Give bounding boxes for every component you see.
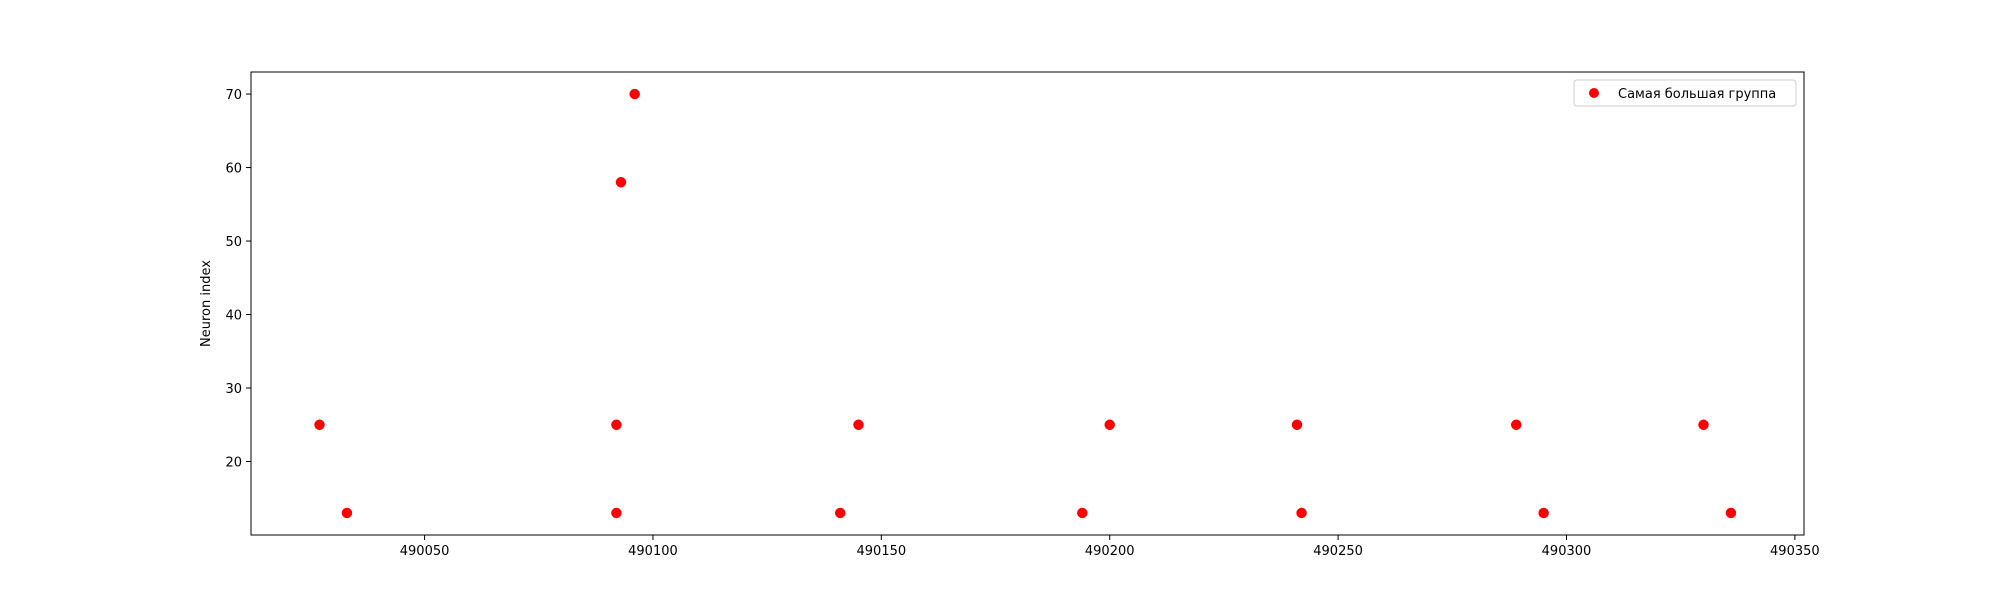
scatter-point: [629, 88, 640, 100]
y-tick-label: 70: [225, 88, 242, 103]
x-tick-label: 490250: [1313, 544, 1363, 559]
scatter-point: [341, 507, 353, 519]
scatter-point: [1510, 419, 1522, 431]
scatter-point: [1104, 419, 1115, 431]
y-tick-label: 60: [225, 162, 242, 177]
scatter-point: [1725, 507, 1737, 519]
legend: Самая большая группа: [1573, 79, 1797, 107]
legend-box: [1573, 79, 1797, 107]
scatter-point: [1077, 507, 1088, 519]
scatter-point: [1698, 419, 1709, 431]
y-axis: 20 30 40 50 60 70: [225, 88, 251, 471]
scatter-point: [611, 507, 622, 519]
scatter-point: [1296, 507, 1307, 519]
legend-label: Самая большая группа: [1618, 87, 1776, 102]
x-tick-label: 490300: [1542, 544, 1592, 559]
legend-marker: [1589, 88, 1599, 98]
scatter-point: [615, 176, 627, 188]
scatter-point: [834, 507, 846, 519]
y-tick-label: 50: [225, 235, 242, 250]
y-tick-label: 30: [225, 382, 242, 397]
plot-area: [250, 71, 1805, 536]
x-tick-label: 490200: [1085, 544, 1135, 559]
y-axis-label: Neuron index: [199, 260, 214, 347]
scatter-point: [1291, 419, 1303, 431]
scatter-point: [611, 419, 622, 431]
scatter-point: [1538, 507, 1549, 519]
plot-frame: [250, 71, 1805, 536]
y-tick-label: 40: [225, 309, 242, 324]
y-tick-label: 20: [225, 456, 242, 471]
x-tick-label: 490150: [857, 544, 907, 559]
scatter-point: [853, 419, 864, 431]
x-tick-label: 490350: [1770, 544, 1820, 559]
x-tick-label: 490100: [628, 544, 678, 559]
scatter-point: [314, 419, 325, 431]
x-axis: 490050 490100 490150 490200 490250 490300 4903…: [400, 535, 1820, 559]
x-tick-label: 490050: [400, 544, 450, 559]
